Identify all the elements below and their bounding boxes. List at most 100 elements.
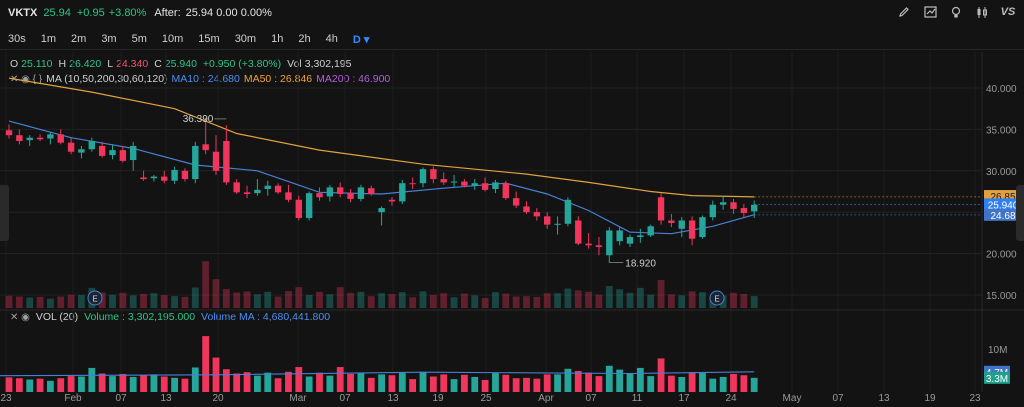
candle-body (512, 198, 520, 206)
candle-body (26, 137, 33, 141)
candle-body (285, 192, 292, 200)
volume-value: 3,302,195 (304, 58, 352, 70)
price-chart[interactable]: 15.00020.00025.00030.00035.00040.00023Fe… (0, 52, 1024, 407)
low-annotation: 18.920 (625, 259, 656, 270)
candle-body (150, 176, 158, 179)
overlay-volume-bar (512, 296, 520, 308)
volume-bar (461, 374, 468, 392)
candle-body (67, 142, 75, 152)
timeframe-1h[interactable]: 1h (271, 33, 284, 45)
time-tick-label: 20 (212, 393, 224, 404)
candle-body (730, 202, 737, 209)
overlay-volume-bar (595, 294, 603, 308)
overlay-volume-bar (626, 292, 634, 308)
candle-body (523, 206, 530, 213)
timeframe-30s[interactable]: 30s (8, 33, 26, 45)
candle-body (554, 223, 561, 225)
time-tick-label: 23 (969, 393, 981, 404)
timeframe-10m[interactable]: 10m (161, 33, 184, 45)
left-panel-handle[interactable] (0, 185, 9, 241)
overlay-volume-bar (636, 287, 644, 308)
overlay-volume-bar (181, 296, 189, 308)
timeframe-2h[interactable]: 2h (298, 33, 311, 45)
volume-bar (222, 369, 230, 392)
volume-bar (533, 378, 541, 392)
candle-body (595, 245, 603, 247)
volume-bar (26, 379, 34, 392)
timeframe-bar: 30s 1m 2m 3m 5m 10m 15m 30m 1h 2h 4h D ▾ (0, 29, 1024, 50)
candle-body (461, 181, 468, 186)
volume-bar (47, 380, 54, 392)
close-value: 25.940 (164, 58, 197, 70)
bulb-icon[interactable] (948, 4, 964, 20)
symbol-label[interactable]: VKTX (8, 7, 38, 19)
right-panel-handle[interactable] (1016, 185, 1024, 241)
vol-indicator-controls[interactable]: ✕ ◉ (10, 311, 30, 323)
volume-bar (429, 376, 437, 392)
volume-bar (605, 365, 613, 392)
overlay-volume-bar (543, 293, 551, 308)
candle-body (533, 212, 541, 217)
overlay-volume-bar (140, 293, 147, 308)
candle-body (699, 217, 706, 238)
volume-bar (181, 378, 189, 392)
candle-body (585, 243, 592, 246)
time-tick-label: 13 (160, 393, 172, 404)
timeframe-1m[interactable]: 1m (40, 33, 57, 45)
overlay-volume-bar (523, 296, 530, 308)
timeframe-5m[interactable]: 5m (131, 33, 147, 45)
volume-bar (150, 374, 158, 392)
volume-bar (119, 373, 127, 392)
high-label: H (58, 58, 67, 70)
time-tick-label: May (783, 393, 802, 404)
timeframe-30m[interactable]: 30m (234, 33, 257, 45)
volume-bar (626, 373, 634, 392)
overlay-volume-bar (471, 295, 479, 308)
ma50-line (8, 77, 755, 198)
candle-body (88, 140, 95, 150)
vs-icon[interactable]: VS (1000, 6, 1016, 18)
candle-body (430, 169, 437, 180)
earnings-marker (87, 290, 103, 306)
vol-title: VOL (20) (35, 311, 79, 323)
volume-bar (88, 367, 96, 392)
overlay-volume-bar (367, 296, 375, 308)
timeframe-2m[interactable]: 2m (71, 33, 87, 45)
candle-body (119, 150, 127, 161)
overlay-volume-bar (678, 295, 686, 308)
candle-body (637, 235, 644, 238)
timeframe-3m[interactable]: 3m (101, 33, 117, 45)
overlay-volume-bar (574, 290, 582, 308)
candle-body (161, 176, 168, 181)
candle-body (274, 185, 282, 193)
ma-indicator-controls[interactable]: ✕ ◉ { } (10, 73, 43, 85)
volume-bar (67, 376, 75, 392)
candle-body (544, 216, 551, 225)
price-change-pct: +3.80% (108, 7, 147, 19)
candle-body (192, 145, 199, 180)
overlay-volume-bar (585, 291, 592, 308)
pencil-icon[interactable] (896, 4, 912, 20)
candlestick-icon[interactable] (974, 4, 990, 20)
candle-body (305, 193, 313, 218)
chart-type-icon[interactable] (922, 4, 938, 20)
candle-body (688, 220, 696, 239)
volume-bar (657, 358, 665, 392)
timeframe-4h[interactable]: 4h (325, 33, 338, 45)
volume-bar (398, 373, 406, 392)
volume-bar (316, 372, 323, 392)
candle-body (16, 135, 23, 141)
volume-tick-label: 10M (988, 345, 1007, 356)
volume-bar (523, 377, 530, 392)
volume-bar (409, 379, 417, 392)
overlay-volume-bar (564, 288, 572, 308)
overlay-volume-bar (429, 295, 437, 308)
candle-body (47, 134, 54, 139)
price-tick-label: 20.000 (986, 250, 1017, 261)
volume-bar (57, 378, 65, 392)
timeframe-15m[interactable]: 15m (198, 33, 220, 45)
overlay-volume-bar (67, 294, 75, 308)
quote-header: VKTX 25.94 +0.95 +3.80% After: 25.94 0.0… (0, 0, 1024, 26)
timeframe-d[interactable]: D ▾ (352, 33, 370, 46)
overlay-volume-bar (78, 295, 85, 308)
